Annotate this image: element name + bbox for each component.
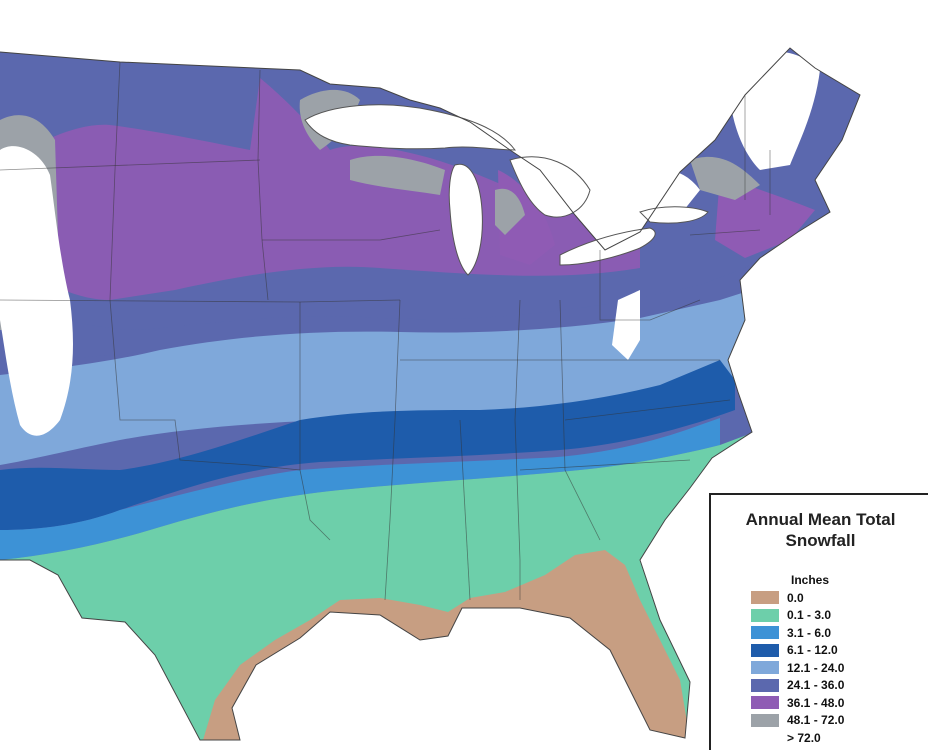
lake-michigan xyxy=(448,163,483,276)
zone-72-plus-rockies xyxy=(0,146,73,436)
legend-label: 48.1 - 72.0 xyxy=(787,713,845,728)
legend-label: > 72.0 xyxy=(787,730,821,745)
legend-swatch xyxy=(751,661,779,675)
legend-swatch xyxy=(751,608,779,622)
legend-label: 0.0 xyxy=(787,590,804,605)
legend-item: 6.1 - 12.0 xyxy=(751,642,844,660)
legend-item: 36.1 - 48.0 xyxy=(751,694,844,712)
legend-swatch xyxy=(751,731,779,745)
lake-superior xyxy=(304,104,517,151)
legend-swatch xyxy=(751,591,779,605)
state-boundaries xyxy=(0,61,771,601)
great-lakes xyxy=(304,104,709,276)
legend-swatch xyxy=(751,696,779,710)
coastline xyxy=(0,47,861,741)
map-legend: Annual Mean Total Snowfall Inches 0.0 0.1… xyxy=(709,493,928,750)
legend-item: > 72.0 xyxy=(751,729,844,747)
legend-swatch xyxy=(751,713,779,727)
legend-item: 0.1 - 3.0 xyxy=(751,607,844,625)
legend-units: Inches xyxy=(791,573,830,587)
lake-erie xyxy=(559,227,656,266)
legend-item: 24.1 - 36.0 xyxy=(751,677,844,695)
legend-label: 3.1 - 6.0 xyxy=(787,625,832,640)
zone-72-plus-appalachia xyxy=(612,290,640,360)
legend-label: 0.1 - 3.0 xyxy=(787,608,832,623)
legend-swatch xyxy=(751,678,779,692)
lake-huron xyxy=(509,156,591,218)
legend-label: 12.1 - 24.0 xyxy=(787,660,845,675)
legend-title-line-1: Annual Mean Total xyxy=(745,510,896,529)
legend-swatch xyxy=(751,643,779,657)
legend-label: 6.1 - 12.0 xyxy=(787,643,838,658)
legend-item: 48.1 - 72.0 xyxy=(751,712,844,730)
legend-title: Annual Mean Total Snowfall xyxy=(711,509,928,551)
legend-label: 24.1 - 36.0 xyxy=(787,678,845,693)
legend-items: 0.0 0.1 - 3.0 3.1 - 6.0 6.1 - 12.0 12.1 - 24… xyxy=(751,589,844,747)
zone-3-6 xyxy=(0,418,720,560)
legend-item: 12.1 - 24.0 xyxy=(751,659,844,677)
legend-label: 36.1 - 48.0 xyxy=(787,695,845,710)
zone-48-72-ny xyxy=(690,156,760,200)
legend-item: 3.1 - 6.0 xyxy=(751,624,844,642)
zone-48-72-lower-mi xyxy=(495,188,525,235)
legend-item: 0.0 xyxy=(751,589,844,607)
zone-6-12 xyxy=(0,360,735,530)
legend-swatch xyxy=(751,626,779,640)
legend-title-line-2: Snowfall xyxy=(785,531,856,550)
zone-48-72-upper-mi xyxy=(350,155,445,195)
zone-12-24 xyxy=(0,292,745,465)
lake-ontario xyxy=(639,206,709,224)
